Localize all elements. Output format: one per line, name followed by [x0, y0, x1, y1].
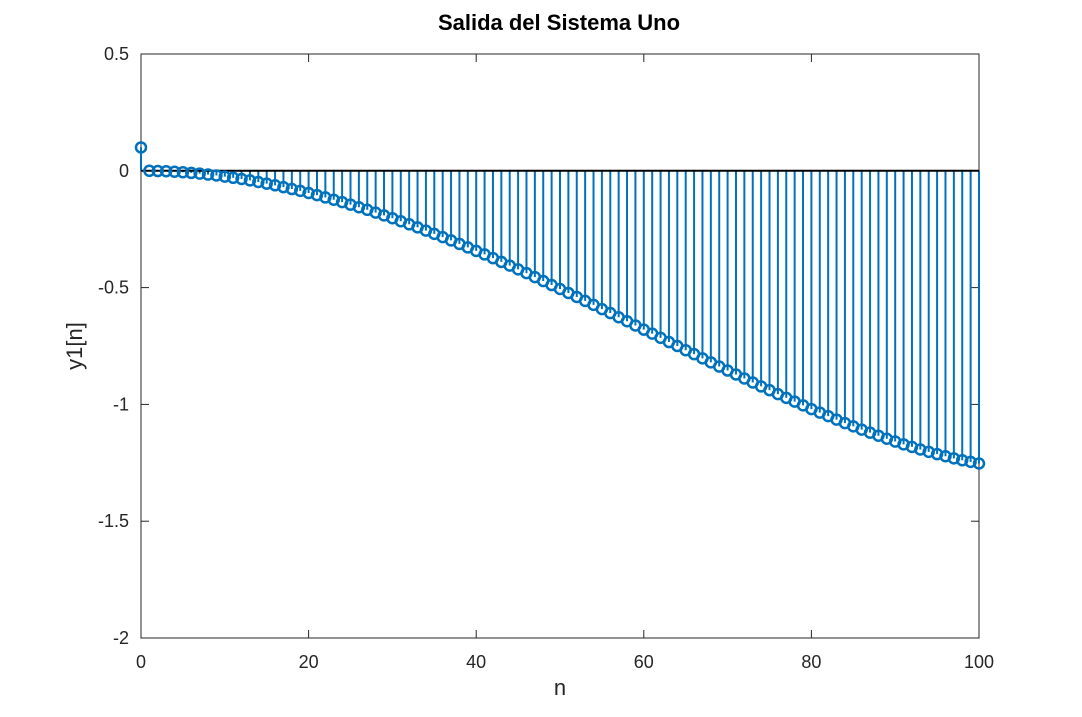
stem-marker: [947, 452, 961, 465]
x-tick-label: 40: [466, 652, 486, 672]
stem-marker: [277, 180, 290, 194]
y-axis-label: y1[n]: [62, 322, 87, 370]
stem-marker: [151, 164, 165, 178]
stem-marker: [176, 165, 190, 179]
x-tick-label: 0: [136, 652, 146, 672]
y-tick-label: 0: [119, 161, 129, 181]
stem-marker: [134, 141, 148, 154]
x-axis-ticks: 0 20 40 60 80 100: [136, 54, 994, 672]
y-tick-label: 0.5: [104, 44, 129, 64]
stem-marker: [268, 179, 282, 192]
stem-marker: [159, 165, 173, 178]
stem-marker: [201, 168, 215, 181]
stem-marker: [285, 182, 299, 196]
y-axis-ticks: -2 -1.5 -1 -0.5 0 0.5: [98, 44, 979, 648]
stem-marker: [243, 174, 257, 187]
plot-area: [140, 53, 980, 639]
y-tick-label: -0.5: [98, 278, 129, 298]
x-tick-label: 20: [299, 652, 319, 672]
stem-markers: [134, 141, 986, 470]
stem-marker: [260, 177, 273, 190]
stem-marker: [972, 457, 986, 470]
stem-lines: [140, 147, 980, 464]
chart-title: Salida del Sistema Uno: [438, 10, 680, 35]
x-tick-label: 100: [964, 652, 994, 672]
stem-marker: [218, 170, 232, 183]
stem-marker: [235, 172, 248, 186]
x-axis-label: n: [554, 675, 566, 700]
stem-marker: [964, 455, 977, 469]
stem-marker: [955, 453, 969, 467]
stem-marker: [226, 171, 240, 185]
y-tick-label: -1: [113, 394, 129, 414]
y-tick-label: -2: [113, 628, 129, 648]
y-tick-label: -1.5: [98, 511, 129, 531]
x-tick-label: 80: [801, 652, 821, 672]
x-tick-label: 60: [634, 652, 654, 672]
stem-marker: [252, 175, 265, 189]
stem-marker: [185, 166, 198, 180]
stem-marker: [193, 167, 206, 180]
stem-marker: [168, 165, 181, 178]
stem-marker: [210, 169, 223, 182]
stem-marker: [143, 164, 156, 178]
